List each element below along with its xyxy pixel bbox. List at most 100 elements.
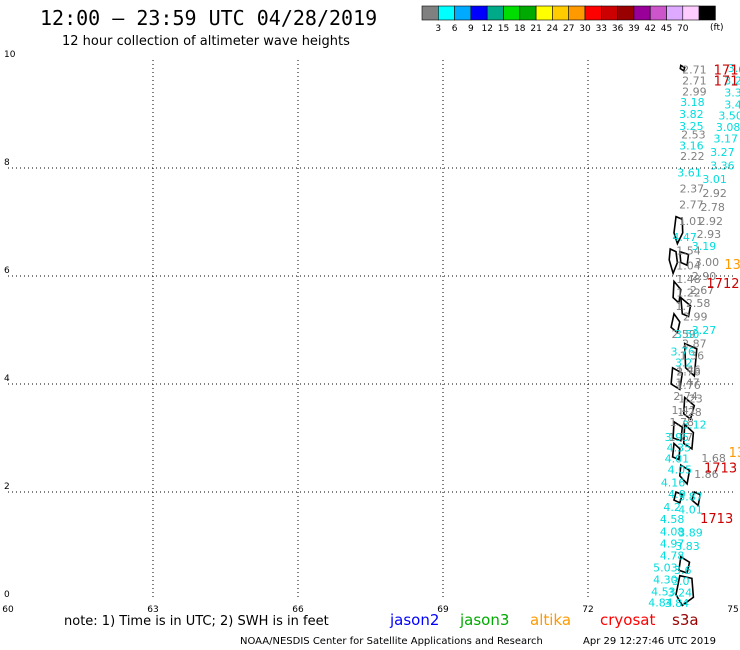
colorbar-swatch xyxy=(535,5,553,21)
pass-time-label: 1306 xyxy=(729,446,740,461)
colorbar-swatch xyxy=(600,5,618,21)
wave-height-value: 4.05 xyxy=(668,463,693,476)
colorbar-swatch xyxy=(568,5,586,21)
satellite-legend: jason2 jason3 altika cryosat s3a xyxy=(389,611,699,629)
wave-height-value: 1.48 xyxy=(676,273,701,286)
page-subtitle: 12 hour collection of altimeter wave hei… xyxy=(62,34,350,49)
latitude-tick-label: 0 xyxy=(4,590,10,600)
satellite-legend-jason3: jason3 xyxy=(459,611,509,629)
wave-height-value: 1.36 xyxy=(680,349,705,362)
colorbar-label: 18 xyxy=(514,24,526,34)
colorbar-swatch xyxy=(698,5,716,21)
wave-height-value: 3.08 xyxy=(716,121,740,134)
wave-height-value: 3.84 xyxy=(665,597,690,610)
wave-height-value: 3.50 xyxy=(675,328,700,341)
wave-height-value: 4.97 xyxy=(660,537,685,550)
colorbar-swatch xyxy=(503,5,521,21)
page-title: 12:00 – 23:59 UTC 04/28/2019 xyxy=(40,6,377,30)
longitude-tick-label: 75 xyxy=(727,605,738,615)
wave-height-value: 4.78 xyxy=(660,550,685,563)
atoll-outline xyxy=(678,463,691,486)
wave-height-value: 2.92 xyxy=(699,215,724,228)
colorbar-swatch xyxy=(633,5,651,21)
colorbar-swatch xyxy=(421,5,439,21)
wave-height-value: 3.16 xyxy=(679,139,704,152)
map-panel: 2.712.712.992.532.222.372.771.011.541.04… xyxy=(8,60,740,610)
wave-height-value: 2.77 xyxy=(679,199,704,212)
wave-height-value: 1.22 xyxy=(676,287,701,300)
atoll-outline xyxy=(678,250,690,267)
colorbar-label: 27 xyxy=(563,24,574,34)
atoll-outline xyxy=(678,555,691,575)
map-gridlines xyxy=(8,60,733,600)
colorbar-label: 9 xyxy=(468,24,474,34)
satellite-legend-jason2: jason2 xyxy=(389,611,439,629)
wave-height-value: 2.92 xyxy=(702,187,727,200)
atoll-outline xyxy=(671,441,681,461)
wave-height-value: 2.37 xyxy=(680,183,705,196)
wave-height-value: 3.24 xyxy=(668,586,693,599)
wave-height-value: 1.01 xyxy=(679,215,704,228)
wave-height-value: 5.03 xyxy=(653,562,678,575)
wave-height-value: 3.50 xyxy=(718,110,740,123)
generation-timestamp: Apr 29 12:27:46 UTC 2019 xyxy=(583,636,716,647)
wave-height-value: 3.6 xyxy=(674,564,692,577)
wave-height-value: 3.36 xyxy=(710,159,735,172)
colorbar-unit: (ft) xyxy=(710,23,724,33)
atoll-outline xyxy=(668,247,679,276)
wave-height-value: 1.41 xyxy=(671,404,696,417)
colorbar-swatch xyxy=(454,5,472,21)
colorbar-label: 45 xyxy=(661,24,672,34)
wave-height-value: 4.84 xyxy=(648,597,673,610)
colorbar-swatch xyxy=(437,5,455,21)
wave-height-value: 4.08 xyxy=(660,525,685,538)
atoll-outline xyxy=(690,490,701,508)
satellite-legend-altika: altika xyxy=(530,611,571,629)
colorbar-swatch xyxy=(649,5,667,21)
wave-height-value: 3.3 xyxy=(724,86,740,99)
satellite-legend-s3a: s3a xyxy=(672,611,699,629)
colorbar-labels: 3 6 9 12 15 18 21 24 27 30 33 36 39 42 45 70 xyxy=(435,24,688,34)
wave-height-value: 1.76 xyxy=(676,379,701,392)
pass-time-label: 1713 xyxy=(704,462,737,477)
wave-height-value: 2.58 xyxy=(686,297,711,310)
wave-height-value: 3.83 xyxy=(675,540,700,553)
colorbar-label: 3 xyxy=(435,24,441,34)
longitude-tick-label: 66 xyxy=(292,605,304,615)
pass-time-label: 13 xyxy=(724,258,740,273)
wave-height-value: 4.30 xyxy=(653,573,678,586)
colorbar-label: 12 xyxy=(481,24,492,34)
atoll-outline xyxy=(672,420,684,442)
pass-time-label: 1710 xyxy=(714,64,740,79)
wave-height-value: 1.46 xyxy=(676,363,701,376)
wave-height-value: 3.89 xyxy=(678,527,703,540)
wave-height-value: 4.58 xyxy=(660,513,685,526)
latitude-tick-label: 2 xyxy=(4,482,10,492)
wave-height-value: 2.59 xyxy=(671,328,696,341)
wave-height-value: 4.01 xyxy=(678,503,703,516)
wave-height-value: 3.17 xyxy=(714,132,739,145)
wave-height-value: 1. xyxy=(676,300,687,313)
latitude-tick-label: 8 xyxy=(4,158,10,168)
colorbar-label: 30 xyxy=(579,24,591,34)
colorbar xyxy=(421,5,716,21)
credit-line: NOAA/NESDIS Center for Satellite Applica… xyxy=(240,636,543,647)
wave-height-value: 3.25 xyxy=(679,120,704,133)
colorbar-swatch xyxy=(584,5,602,21)
wave-height-value: 2.67 xyxy=(690,284,715,297)
colorbar-swatch xyxy=(519,5,537,21)
atoll-outline xyxy=(682,422,695,451)
latitude-tick-label: 4 xyxy=(4,374,10,384)
wave-height-value: 4.01 xyxy=(665,453,690,466)
wave-height-value: 3.12 xyxy=(682,419,707,432)
wave-height-value: 3.76 xyxy=(670,346,695,359)
colorbar-swatch xyxy=(470,5,488,21)
wave-height-value: 3.2 xyxy=(675,356,693,369)
wave-height-labels: 2.712.712.992.532.222.372.771.011.541.04… xyxy=(648,62,740,610)
wave-height-value: 2.53 xyxy=(681,129,706,142)
colorbar-label: 36 xyxy=(612,24,624,34)
atoll-outline xyxy=(670,311,681,335)
wave-height-value: 3.27 xyxy=(692,324,717,337)
colorbar-swatch xyxy=(486,5,504,21)
